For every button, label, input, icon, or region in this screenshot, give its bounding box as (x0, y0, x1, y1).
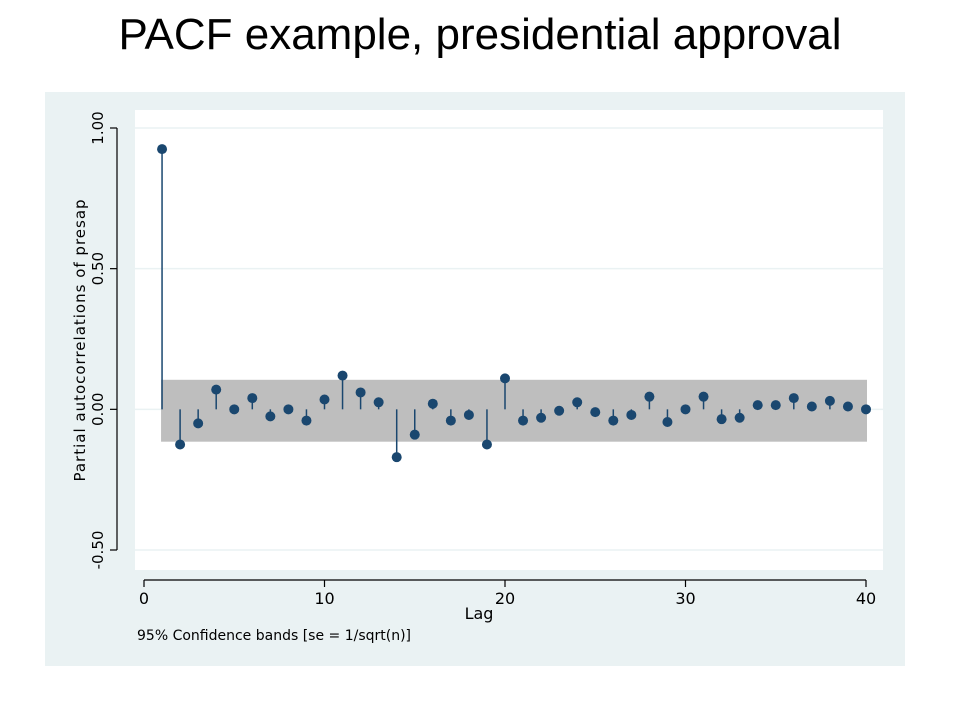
points (157, 144, 871, 463)
point-lag-14 (391, 452, 402, 463)
point-lag-8 (283, 404, 294, 415)
confidence-note: 95% Confidence bands [se = 1/sqrt(n)] (137, 628, 411, 644)
y-tick-label-3: 1.00 (89, 111, 107, 144)
point-lag-3 (193, 418, 204, 429)
x-tick-label-1: 10 (314, 589, 334, 608)
x-tick-label-0: 0 (139, 589, 149, 608)
point-lag-16 (427, 398, 438, 409)
point-lag-10 (319, 394, 330, 405)
point-lag-23 (554, 405, 565, 416)
point-lag-24 (572, 397, 583, 408)
point-lag-33 (734, 412, 745, 423)
point-lag-17 (445, 415, 456, 426)
point-lag-27 (626, 409, 637, 420)
x-tick-label-2: 20 (495, 589, 515, 608)
slide-title: PACF example, presidential approval (118, 10, 842, 59)
point-lag-7 (265, 411, 276, 422)
y-tick-label-0: -0.50 (89, 531, 107, 570)
confidence-band (161, 379, 868, 442)
point-lag-9 (301, 415, 312, 426)
point-lag-6 (247, 393, 258, 404)
x-tick-label-3: 30 (675, 589, 695, 608)
point-lag-25 (590, 407, 601, 418)
point-lag-28 (644, 391, 655, 402)
point-lag-22 (536, 412, 547, 423)
x-axis-label: Lag (465, 604, 494, 623)
point-lag-39 (842, 401, 853, 412)
point-lag-26 (608, 415, 619, 426)
point-lag-29 (662, 416, 673, 427)
point-lag-31 (698, 391, 709, 402)
point-lag-21 (518, 415, 529, 426)
pacf-chart-svg: -0.50 0.00 0.50 1.00 0 10 20 30 40 Partial autoc… (45, 92, 905, 666)
point-lag-20 (500, 373, 510, 384)
point-lag-37 (806, 401, 817, 412)
point-lag-15 (409, 429, 420, 440)
point-lag-5 (229, 404, 240, 415)
point-lag-30 (680, 404, 691, 415)
axes: -0.50 0.00 0.50 1.00 0 10 20 30 40 (89, 111, 876, 608)
plot-area (135, 110, 883, 570)
point-lag-11 (337, 370, 348, 381)
point-lag-4 (211, 384, 222, 395)
point-lag-19 (481, 439, 492, 450)
point-lag-34 (752, 400, 763, 411)
y-tick-label-1: 0.00 (89, 393, 107, 426)
point-lag-13 (373, 397, 384, 408)
point-lag-32 (716, 414, 727, 425)
point-lag-40 (861, 404, 871, 415)
point-lag-2 (175, 439, 186, 450)
y-tick-label-2: 0.50 (89, 252, 107, 285)
point-lag-38 (824, 395, 835, 406)
point-lag-12 (355, 387, 366, 398)
point-lag-1 (157, 144, 168, 155)
pacf-chart: -0.50 0.00 0.50 1.00 0 10 20 30 40 Partial autoc… (45, 92, 905, 666)
x-tick-label-4: 40 (856, 589, 876, 608)
point-lag-36 (788, 393, 799, 404)
y-axis-label: Partial autocorrelations of presap (71, 198, 89, 481)
point-lag-35 (770, 400, 781, 411)
point-lag-18 (463, 409, 474, 420)
